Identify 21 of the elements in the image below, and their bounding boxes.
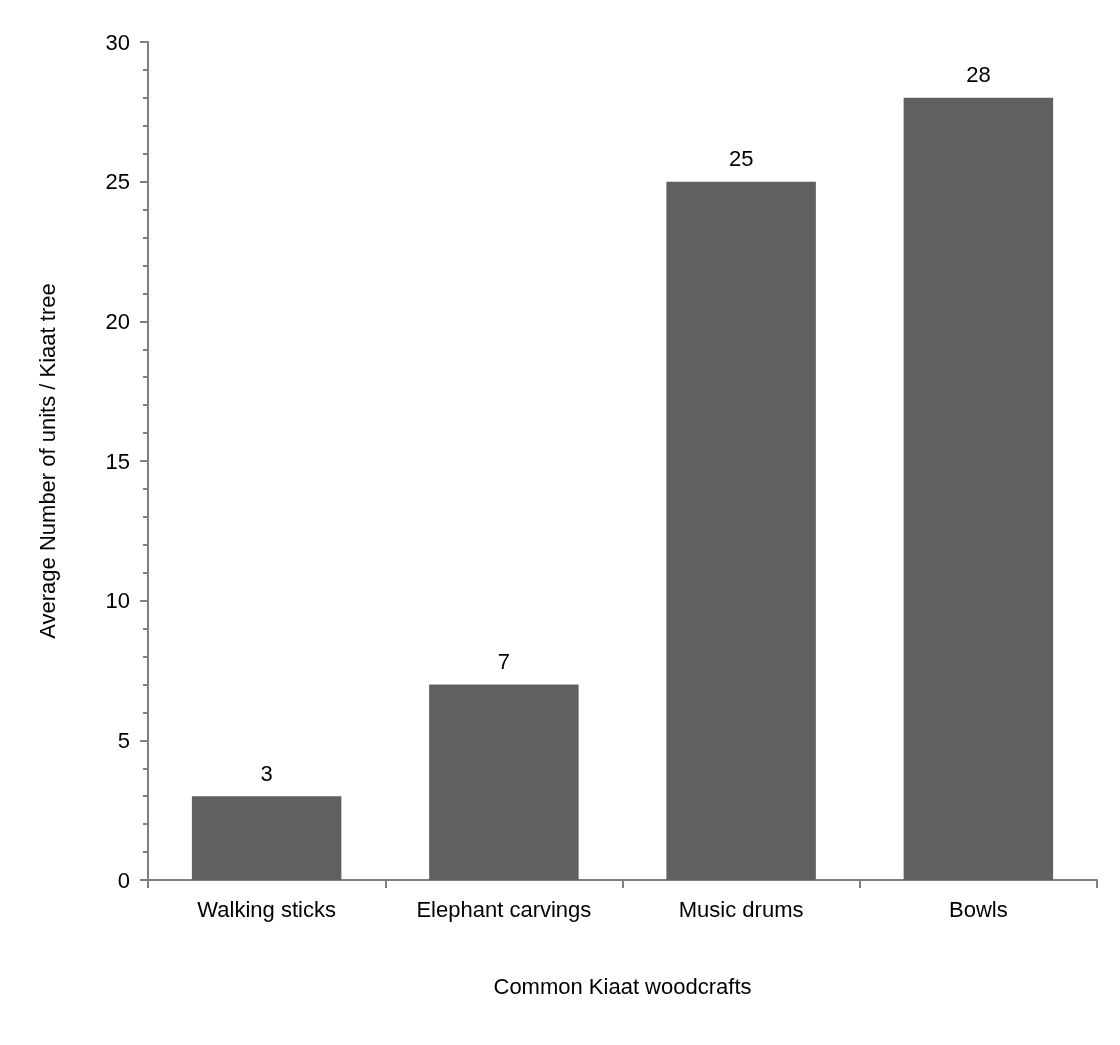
bar xyxy=(191,796,342,880)
bar xyxy=(429,684,579,880)
y-tick-label: 0 xyxy=(117,867,130,893)
y-tick-label: 15 xyxy=(105,448,130,474)
x-tick-label: Walking sticks xyxy=(197,896,336,922)
x-tick-label: Bowls xyxy=(949,896,1008,922)
data-label: 25 xyxy=(728,146,754,172)
y-tick-label: 5 xyxy=(117,727,130,753)
x-axis-title: Common Kiaat woodcrafts xyxy=(493,973,752,999)
data-label: 28 xyxy=(966,62,991,88)
x-tick-label: Music drums xyxy=(678,896,804,922)
x-tick-label: Elephant carvings xyxy=(416,896,592,922)
y-tick-label: 20 xyxy=(105,308,130,334)
y-tick-label: 10 xyxy=(105,588,130,614)
bar xyxy=(903,97,1054,880)
data-label: 3 xyxy=(260,760,273,786)
y-tick-label: 25 xyxy=(105,169,130,195)
bar xyxy=(666,181,816,880)
y-tick-label: 30 xyxy=(105,29,130,55)
data-label: 7 xyxy=(497,648,510,674)
y-axis-title: Average Number of units / Kiaat tree xyxy=(34,283,60,639)
